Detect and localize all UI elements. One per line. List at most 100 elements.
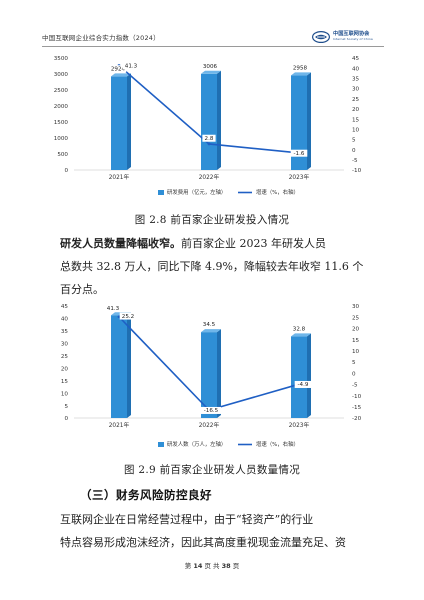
line-data-label: 41.3 — [125, 64, 138, 70]
paragraph-line: 百分点。 — [60, 283, 104, 296]
y-left-tick-label: 0 — [64, 416, 68, 422]
bar-top — [291, 72, 311, 76]
rd-staff-chart-svg: 0 5 10 15 20 25 30 35 40 45 -20 -15 -10 -5 0 5 10 15 20 25 3… — [61, 304, 362, 448]
line-data-label-bg — [290, 149, 308, 157]
legend-bar-label: 研发费用（亿元，左轴） — [167, 188, 226, 196]
header-title: 中国互联网企业综合实力指数（2024） — [42, 34, 160, 42]
y-right-tick-label: -20 — [352, 416, 362, 422]
chart-legend: 研发人数（万人，左轴） 增速（%，右轴） — [158, 440, 299, 448]
bar-side — [127, 312, 131, 418]
y-left-tick-label: 2000 — [54, 104, 69, 110]
y-right-tick-label: -10 — [352, 394, 362, 400]
bar-data-label: 3006 — [203, 64, 218, 70]
line-data-label: 25.2 — [122, 314, 134, 320]
bar-top — [201, 329, 221, 333]
legend-line-label: 增速（%，右轴） — [256, 440, 299, 448]
y-right-tick-label: -10 — [352, 168, 362, 174]
logo-chinese-name: 中国互联网协会 — [333, 31, 370, 37]
y-left-tick-label: 2500 — [54, 88, 69, 94]
page-header: 中国互联网企业综合实力指数（2024） 中国互联网协会 Internet Soc… — [42, 30, 384, 47]
bar-data-label: 41.3 — [107, 306, 120, 312]
bar-data-label: 2924 — [111, 66, 126, 72]
x-tick-label: 2022年 — [199, 173, 220, 181]
bar-top — [201, 70, 221, 74]
bar — [291, 72, 311, 170]
paragraph-line: 互联网企业在日常经营过程中，由于“轻资产”的行业 — [60, 513, 314, 526]
bar-front — [111, 76, 127, 170]
footer-suffix: 页 — [232, 562, 240, 570]
bar — [201, 329, 221, 418]
bar-front — [201, 332, 217, 418]
line-data-label-bg — [294, 380, 312, 388]
y-right-tick-label: 25 — [352, 315, 360, 321]
footer-mid: 页 共 — [204, 562, 220, 570]
line-data-label-bg — [122, 62, 140, 70]
bar-side — [127, 73, 131, 170]
y-right-tick-label: 10 — [352, 349, 360, 355]
rd-spending-chart: 0 500 1000 1500 2000 2500 3000 3500 -10 -5 0 5 10 15 2… — [40, 52, 384, 210]
bar-front — [291, 75, 307, 170]
y-left-tick-label: 1000 — [54, 136, 69, 142]
y-right-tick-label: 5 — [352, 360, 356, 366]
x-tick-label: 2023年 — [289, 173, 310, 181]
line-data-label-bg — [202, 134, 216, 142]
footer-prefix: 第 — [184, 562, 192, 570]
line-data-label-bg — [119, 312, 137, 320]
y-left-tick-label: 3000 — [54, 72, 69, 78]
paragraph-lead: 研发人员数量降幅收窄。 — [60, 237, 181, 250]
paragraph-line-rest: 前百家企业 2023 年研发人员 — [181, 237, 326, 250]
y-right-tick-label: 5 — [352, 138, 356, 144]
y-right-tick-label: 40 — [352, 66, 360, 72]
bar-front — [291, 336, 307, 418]
x-tick-label: 2021年 — [109, 173, 130, 181]
y-left-tick-label: 15 — [61, 379, 69, 385]
legend-line-label: 增速（%，右轴） — [256, 188, 299, 196]
bar-data-label-bg — [109, 65, 127, 73]
legend-bar-swatch — [158, 190, 164, 195]
y-left-tick-label: 45 — [61, 304, 69, 310]
line-data-label: -4.9 — [298, 382, 309, 388]
bar-side — [307, 333, 311, 418]
legend-bar-label: 研发人数（万人，左轴） — [167, 440, 226, 448]
y-left-tick-label: 30 — [61, 342, 69, 348]
y-left-tick-label: 40 — [61, 317, 69, 323]
y-right-tick-label: -5 — [352, 158, 358, 164]
line-data-label: -16.5 — [204, 408, 219, 414]
y-right-tick-label: 0 — [352, 371, 356, 377]
x-tick-label: 2023年 — [289, 421, 310, 429]
y-right-tick-label: 30 — [352, 87, 360, 93]
rd-staff-chart: 0 5 10 15 20 25 30 35 40 45 -20 -15 -10 -5 0 5 10 15 20 25 3… — [40, 300, 384, 460]
y-right-tick-label: 15 — [352, 338, 360, 344]
line-data-label: -1.6 — [294, 151, 305, 157]
rd-staff-paragraph: 研发人员数量降幅收窄。前百家企业 2023 年研发人员 总数共 32.8 万人，… — [60, 232, 372, 301]
y-right-tick-label: 20 — [352, 107, 360, 113]
isc-logo-icon — [312, 31, 330, 43]
y-right-tick-label: 0 — [352, 148, 356, 154]
bar-side — [217, 329, 221, 418]
bar-front — [201, 73, 217, 170]
rd-spending-chart-svg: 0 500 1000 1500 2000 2500 3000 3500 -10 -5 0 5 10 15 2… — [54, 56, 362, 196]
paragraph-line: 总数共 32.8 万人，同比下降 4.9%，降幅较去年收窄 11.6 个 — [60, 260, 364, 273]
x-tick-label: 2022年 — [199, 421, 220, 429]
section-heading: （三）财务风险防控良好 — [80, 488, 212, 502]
footer-page-number: 14 — [193, 562, 203, 570]
y-right-tick-label: 10 — [352, 127, 360, 133]
y-right-tick-label: 45 — [352, 56, 360, 62]
bar-data-label: 2958 — [293, 65, 308, 71]
line-data-label: 2.8 — [205, 136, 214, 142]
financial-risk-paragraph: 互联网企业在日常经营过程中，由于“轻资产”的行业 特点容易形成泡沫经济，因此其高… — [60, 508, 372, 554]
line-data-label-bg — [201, 406, 221, 414]
bar — [111, 73, 131, 170]
bar — [201, 70, 221, 170]
y-left-tick-label: 1500 — [54, 120, 69, 126]
y-left-tick-label: 5 — [64, 404, 68, 410]
bar-top — [111, 73, 131, 77]
bar-top — [291, 333, 311, 337]
y-left-tick-label: 20 — [61, 366, 69, 372]
paragraph-line: 特点容易形成泡沫经济，因此其高度重视现金流量充足、资 — [60, 536, 346, 549]
chart-legend: 研发费用（亿元，左轴） 增速（%，右轴） — [158, 188, 299, 196]
figure-2-9-caption: 图 2.9 前百家企业研发人员数量情况 — [123, 464, 301, 476]
x-tick-label: 2021年 — [109, 421, 130, 429]
bar-data-label-bg — [290, 325, 308, 333]
bar-front — [111, 315, 127, 418]
